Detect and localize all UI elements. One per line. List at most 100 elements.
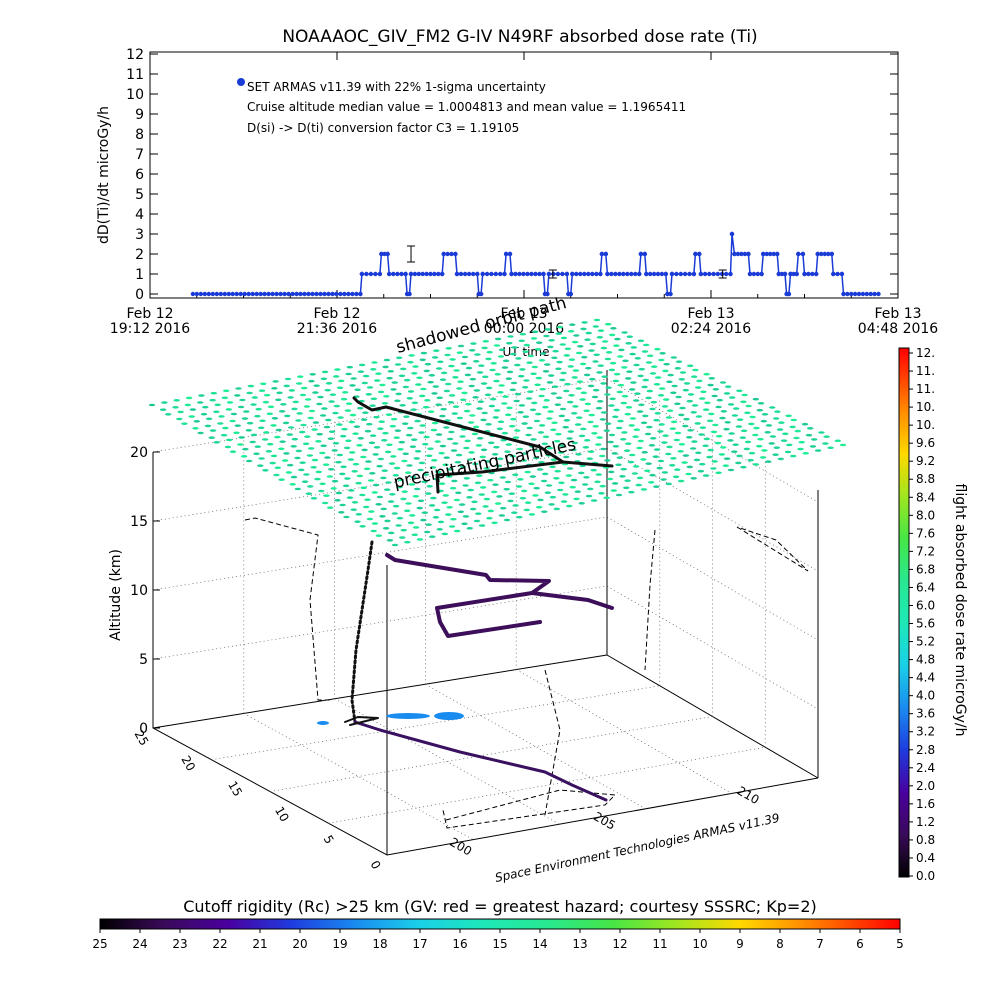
particle-mark — [748, 451, 756, 455]
data-point — [849, 291, 854, 297]
particle-mark — [640, 421, 648, 425]
particle-mark — [670, 356, 677, 359]
particle-mark — [710, 467, 717, 470]
particle-mark — [527, 390, 534, 394]
data-point — [829, 251, 834, 257]
particle-mark — [372, 483, 380, 487]
data-point — [852, 291, 858, 297]
data-point — [715, 271, 720, 277]
particle-mark — [323, 425, 331, 429]
particle-mark — [801, 422, 809, 426]
particle-mark — [572, 405, 579, 408]
particle-mark — [446, 475, 453, 478]
particle-mark — [468, 451, 475, 454]
particle-mark — [242, 447, 249, 451]
particle-mark — [184, 403, 191, 407]
x-tick-label-line2: 02:24 2016 — [671, 321, 752, 337]
particle-mark — [571, 412, 578, 415]
particle-mark — [298, 468, 305, 472]
particle-mark — [325, 382, 333, 385]
particle-mark — [752, 433, 759, 437]
particle-mark — [585, 331, 592, 335]
particle-mark — [646, 389, 653, 393]
particle-mark — [732, 443, 739, 447]
data-point — [751, 271, 757, 277]
particle-mark — [382, 431, 389, 435]
particle-mark — [678, 443, 686, 446]
particle-mark — [566, 437, 573, 440]
y-tick-label: 8 — [135, 127, 144, 143]
particle-mark — [491, 490, 498, 494]
particle-mark — [572, 369, 580, 372]
particle-mark — [486, 516, 493, 520]
data-point — [314, 291, 319, 297]
particle-mark — [233, 431, 240, 435]
data-point — [697, 251, 702, 257]
particle-mark — [622, 359, 629, 363]
particle-mark — [790, 454, 797, 458]
particle-mark — [345, 402, 353, 406]
particle-mark — [221, 396, 229, 400]
data-point — [358, 291, 363, 297]
particle-mark — [432, 385, 439, 388]
right-colorbar: 0.0 0.4 0.8 1.2 1.6 2.0 2.4 2.8 3.2 3.6 4.0 4.4 4.8 5… — [898, 346, 968, 883]
particle-mark — [562, 425, 569, 429]
particle-mark — [679, 371, 687, 374]
data-point — [724, 271, 729, 277]
particle-mark — [552, 349, 559, 353]
particle-mark — [785, 414, 792, 418]
particle-mark — [556, 360, 563, 364]
particle-mark — [278, 447, 285, 451]
right-colorbar-tick-label: 12. — [916, 346, 935, 360]
particle-mark — [692, 368, 699, 372]
data-point — [633, 271, 638, 277]
particle-mark — [386, 443, 393, 447]
particle-mark — [397, 478, 405, 482]
particle-mark — [263, 431, 270, 434]
particle-mark — [600, 382, 607, 385]
bottom-colorbar-gradient — [99, 918, 901, 930]
data-point — [266, 291, 271, 297]
particle-mark — [609, 361, 617, 365]
grid-line — [425, 683, 646, 810]
particle-mark — [373, 446, 381, 449]
particle-mark — [578, 434, 586, 438]
particle-mark — [575, 387, 582, 390]
data-point — [776, 271, 781, 277]
particle-mark — [400, 367, 407, 371]
particle-mark — [585, 366, 592, 370]
particle-mark — [359, 493, 366, 497]
particle-mark — [588, 349, 595, 352]
particle-mark — [823, 435, 830, 439]
right-colorbar-tick-label: 0.8 — [916, 833, 935, 847]
data-point — [728, 271, 733, 277]
particle-mark — [469, 349, 476, 352]
data-point — [326, 291, 331, 297]
particle-mark — [346, 365, 353, 369]
particle-mark — [235, 387, 242, 390]
particle-mark — [357, 370, 365, 374]
particle-mark — [428, 374, 435, 377]
particle-mark — [475, 444, 482, 447]
particle-mark — [559, 343, 566, 346]
particle-mark — [394, 363, 402, 366]
particle-mark — [269, 461, 276, 465]
particle-mark — [753, 426, 760, 430]
particle-mark — [727, 403, 735, 406]
particle-mark — [408, 354, 415, 357]
data-point — [545, 291, 550, 297]
particle-mark — [827, 446, 834, 450]
particle-mark — [621, 431, 628, 434]
particle-mark — [574, 490, 581, 494]
particle-mark — [489, 368, 496, 372]
particle-mark — [563, 389, 570, 393]
particle-mark — [623, 486, 630, 490]
particle-mark — [225, 408, 232, 411]
particle-mark — [666, 380, 673, 384]
data-point — [242, 291, 247, 297]
particle-mark — [192, 427, 199, 430]
right-colorbar-tick-label: 1.2 — [916, 815, 935, 829]
particle-mark — [557, 488, 564, 492]
particle-mark — [773, 446, 780, 450]
particle-mark — [297, 375, 304, 379]
